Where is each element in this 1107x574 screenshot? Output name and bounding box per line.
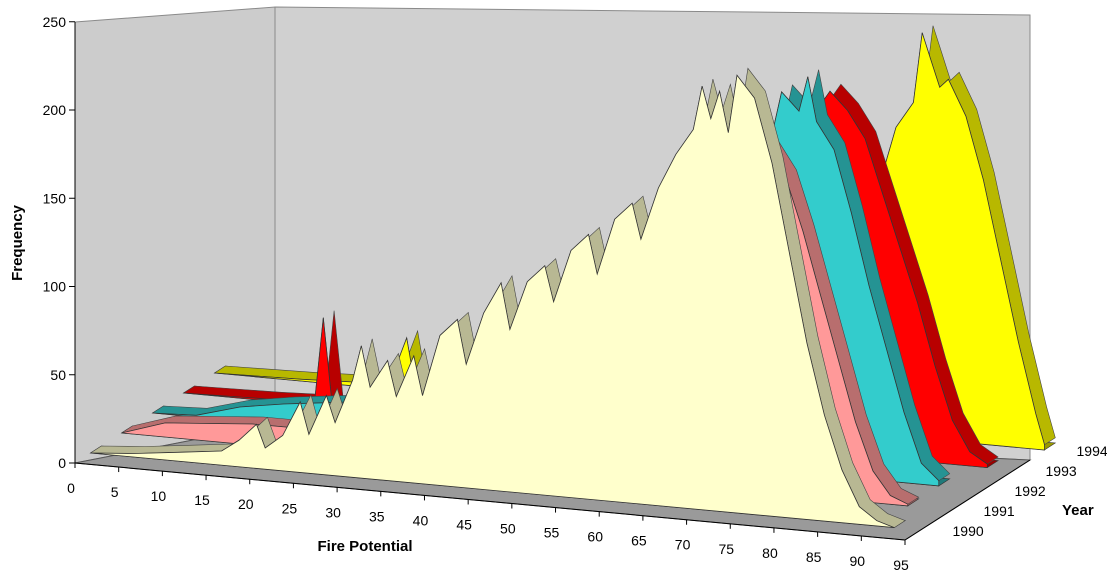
- y-tick-labels: 0 50 100 150 200 250: [43, 14, 75, 471]
- x-tick-label: 55: [544, 525, 560, 541]
- y-tick-label: 250: [43, 14, 67, 30]
- year-tick-label: 1992: [1015, 483, 1046, 499]
- year-tick-label: 1994: [1077, 443, 1107, 459]
- x-axis-line: [74, 462, 906, 541]
- year-tick-label: 1993: [1046, 463, 1077, 479]
- y-tick-label: 100: [43, 279, 67, 295]
- x-tick-label: 60: [587, 529, 603, 545]
- x-tick-label: 20: [238, 496, 254, 512]
- year-tick-label: 1991: [984, 503, 1015, 519]
- x-tick-label: 95: [893, 557, 909, 573]
- series-1990: [89, 67, 906, 528]
- y-tick-label: 0: [58, 455, 66, 471]
- y-tick-label: 150: [43, 190, 67, 206]
- x-tick-labels: 0 5 10 15 20 25 30 35 40 45 50 55 60 65 70 75 80 85 90 95: [67, 463, 909, 573]
- x-tick-label: 5: [111, 484, 119, 500]
- y-tick-label: 50: [50, 367, 66, 383]
- y-axis-title: Frequency: [9, 204, 26, 281]
- x-tick-label: 35: [369, 508, 385, 524]
- x-tick-label: 0: [67, 480, 75, 496]
- x-tick-label: 45: [456, 516, 472, 532]
- series-1990-area: [90, 74, 895, 528]
- x-tick-label: 15: [194, 492, 210, 508]
- z-axis-line: [904, 459, 1031, 541]
- series-layer: [89, 25, 1057, 528]
- x-tick-label: 30: [325, 504, 341, 520]
- x-tick-label: 90: [850, 553, 866, 569]
- x-tick-label: 25: [282, 500, 298, 516]
- year-tick-label: 1990: [953, 523, 984, 539]
- x-tick-label: 75: [718, 541, 734, 557]
- x-tick-label: 65: [631, 533, 647, 549]
- x-tick-label: 80: [762, 545, 778, 561]
- x-tick-label: 85: [806, 549, 822, 565]
- z-axis-title: Year: [1062, 502, 1094, 519]
- x-tick-label: 10: [151, 488, 167, 504]
- x-tick-label: 40: [413, 512, 429, 528]
- x-tick-label: 50: [500, 521, 516, 537]
- x-tick-label: 70: [675, 537, 691, 553]
- y-tick-label: 200: [43, 102, 67, 118]
- x-axis-title: Fire Potential: [317, 538, 412, 555]
